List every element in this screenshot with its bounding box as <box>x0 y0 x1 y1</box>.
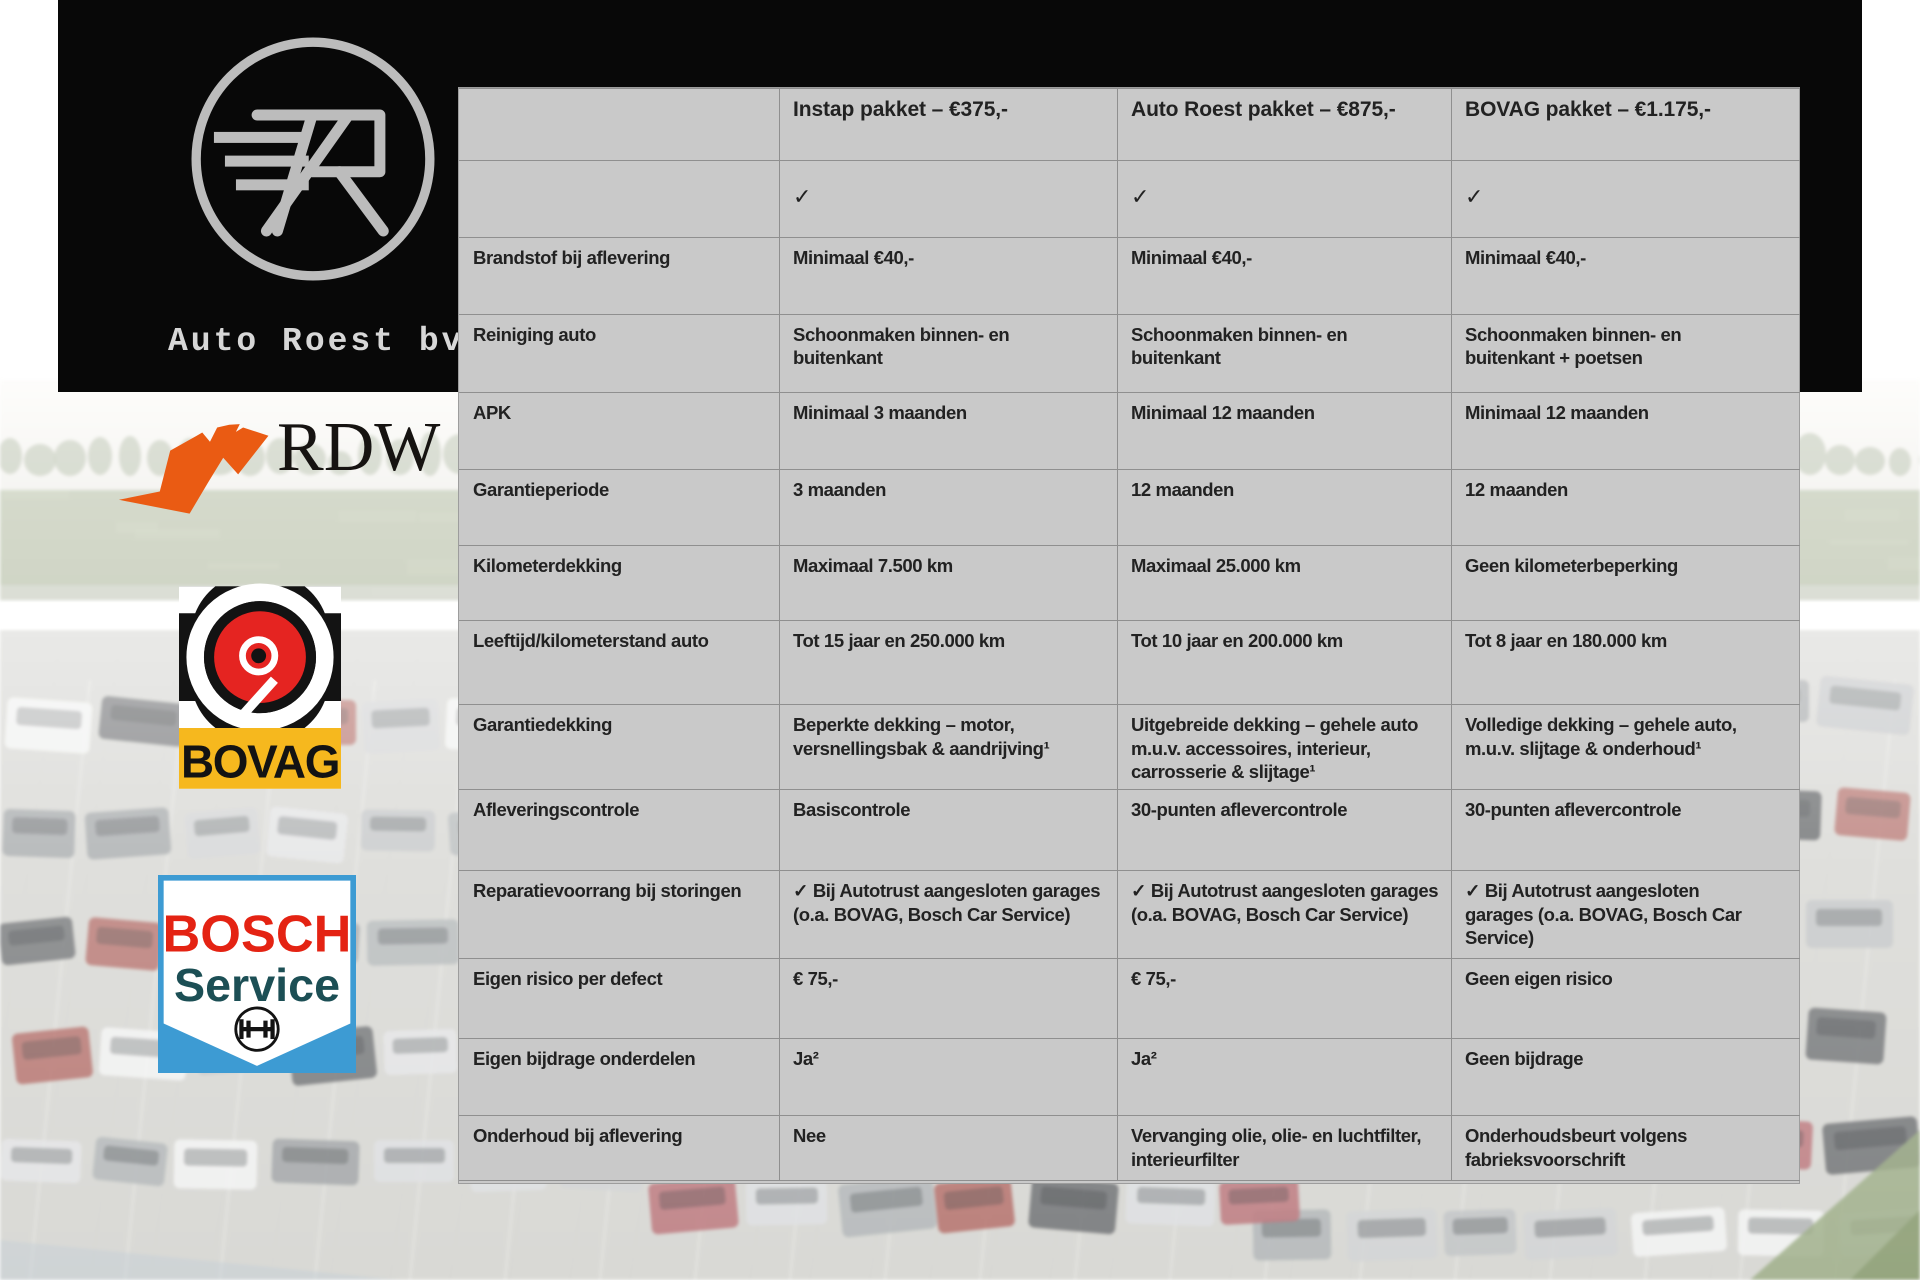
svg-text:BOSCH: BOSCH <box>163 905 352 963</box>
svg-text:Service: Service <box>174 959 340 1011</box>
svg-text:BOVAG: BOVAG <box>181 735 339 787</box>
